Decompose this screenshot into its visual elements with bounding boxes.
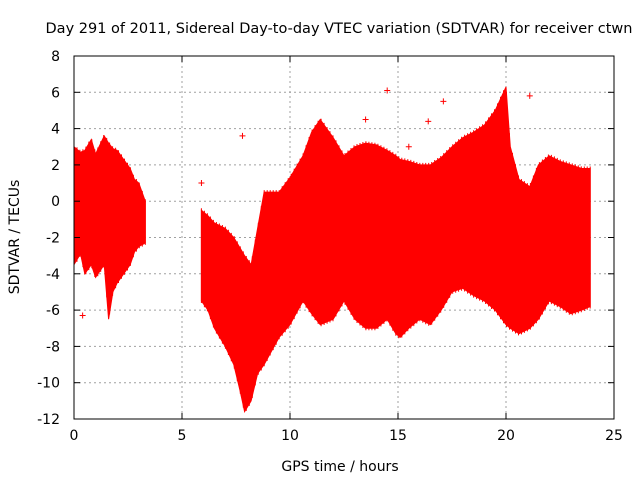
y-tick-label: -2 — [46, 231, 60, 247]
y-tick-label: 6 — [51, 85, 60, 101]
x-tick-label: 5 — [178, 428, 187, 444]
outlier-point — [198, 180, 205, 187]
outlier-point — [79, 312, 86, 319]
y-tick-label: -12 — [37, 412, 60, 428]
outlier-point — [239, 132, 246, 139]
chart-title: Day 291 of 2011, Sidereal Day-to-day VTE… — [46, 21, 633, 37]
outlier-point — [440, 98, 447, 105]
series-trace — [200, 90, 591, 411]
axes: 0 5 10 15 20 25 -12 -10 -8 -6 -4 -2 0 2 4 6 8 — [37, 49, 623, 444]
outlier-point — [384, 87, 391, 94]
x-tick-label: 0 — [70, 428, 79, 444]
y-tick-label: -8 — [46, 339, 60, 355]
series-sdtvar — [73, 86, 591, 414]
y-tick-label: 4 — [51, 122, 60, 138]
x-tick-label: 25 — [605, 428, 623, 444]
y-tick-label: -4 — [46, 267, 60, 283]
x-tick-label: 20 — [497, 428, 515, 444]
y-tick-label: 0 — [51, 194, 60, 210]
y-tick-label: -6 — [46, 303, 60, 319]
x-axis-label: GPS time / hours — [281, 459, 398, 475]
y-tick-label: 8 — [51, 49, 60, 65]
outlier-point — [362, 116, 369, 123]
x-tick-label: 15 — [389, 428, 407, 444]
outlier-points — [79, 87, 533, 319]
y-tick-label: -10 — [37, 376, 60, 392]
x-tick-label: 10 — [281, 428, 299, 444]
y-axis-label: SDTVAR / TECUs — [7, 180, 23, 295]
outlier-point — [526, 92, 533, 99]
y-tick-label: 2 — [51, 158, 60, 174]
outlier-point — [405, 143, 412, 150]
outlier-point — [425, 118, 432, 125]
